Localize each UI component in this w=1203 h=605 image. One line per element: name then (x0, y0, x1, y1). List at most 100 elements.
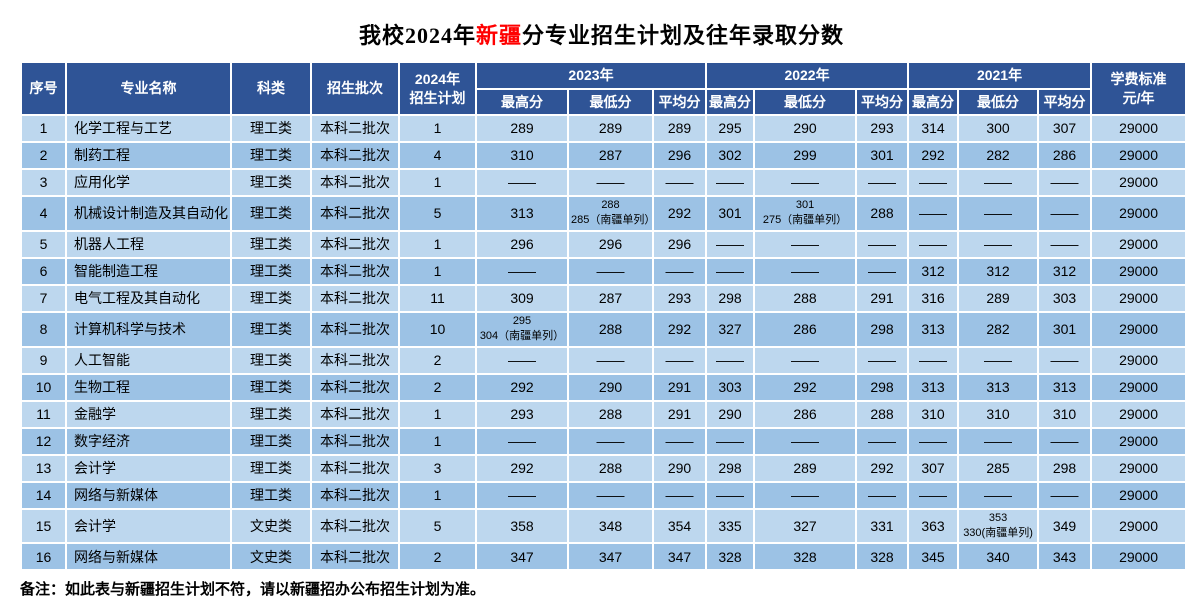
score-max-2022-cell: —— (705, 168, 756, 197)
col-header-seq: 序号 (20, 61, 67, 116)
category-cell: 文史类 (230, 507, 312, 545)
table-row: 12 数字经济 理工类 本科二批次 1 —— —— —— —— —— —— —— —— —— 29000 (20, 426, 1188, 456)
score-min-2022-cell: 290 (753, 114, 858, 143)
score-avg-2022-cell: —— (855, 426, 910, 456)
table-row: 10 生物工程 理工类 本科二批次 2 292 290 291 303 292 298 313 313 3… (20, 372, 1188, 402)
plan-2024-cell: 5 (398, 195, 477, 232)
category-cell: 理工类 (230, 229, 312, 259)
score-max-2022-cell: 335 (705, 507, 756, 545)
batch-cell: 本科二批次 (310, 507, 400, 545)
score-max-2023-cell: —— (475, 168, 569, 197)
batch-cell: 本科二批次 (310, 345, 400, 375)
score-min-2023-cell: 290 (567, 372, 654, 402)
score-max-2022-cell: —— (705, 229, 756, 259)
tuition-cell: 29000 (1090, 310, 1188, 348)
score-avg-2022-cell: 298 (855, 372, 910, 402)
table-row: 8 计算机科学与技术 理工类 本科二批次 10 295 304（南疆单列） 288 292 32… (20, 310, 1188, 348)
subheader-avg-2023: 平均分 (651, 88, 708, 116)
score-min-2022-cell: 289 (753, 453, 858, 483)
subheader-max-2022: 最高分 (705, 88, 756, 116)
title-suffix: 分专业招生计划及往年录取分数 (522, 23, 845, 48)
table-header: 序号 专业名称 科类 招生批次 2024年 招生计划 2023年 2022年 2… (20, 61, 1188, 116)
score-max-2021-cell: 292 (907, 141, 960, 170)
seq-cell: 3 (20, 168, 67, 197)
seq-cell: 9 (20, 345, 67, 375)
score-max-2021-cell: 363 (907, 507, 960, 545)
score-min-2022-cell: —— (753, 256, 858, 286)
plan-2024-cell: 3 (398, 453, 477, 483)
score-max-2023-cell: —— (475, 480, 569, 510)
plan-2024-cell: 1 (398, 114, 477, 143)
score-max-2021-cell: —— (907, 229, 960, 259)
seq-cell: 13 (20, 453, 67, 483)
score-min-2021-cell: 285 (957, 453, 1040, 483)
score-avg-2023-cell: 292 (651, 195, 708, 232)
plan-2024-cell: 2 (398, 372, 477, 402)
score-min-2022-cell: 286 (753, 399, 858, 429)
score-avg-2023-cell: 293 (651, 283, 708, 313)
col-header-batch: 招生批次 (310, 61, 400, 116)
score-avg-2021-cell: —— (1037, 426, 1093, 456)
plan-2024-cell: 1 (398, 480, 477, 510)
score-max-2023-cell: 358 (475, 507, 569, 545)
score-avg-2021-cell: 307 (1037, 114, 1093, 143)
score-max-2022-cell: 328 (705, 542, 756, 572)
score-avg-2022-cell: 288 (855, 399, 910, 429)
table-row: 16 网络与新媒体 文史类 本科二批次 2 347 347 347 328 328 328 345 34… (20, 542, 1188, 572)
plan-2024-cell: 2 (398, 542, 477, 572)
year-header-2023: 2023年 (474, 61, 708, 90)
score-min-2022-cell: —— (753, 229, 858, 259)
seq-cell: 16 (20, 542, 67, 572)
score-avg-2022-cell: —— (855, 480, 910, 510)
score-max-2021-cell: —— (907, 345, 960, 375)
batch-cell: 本科二批次 (310, 542, 400, 572)
batch-cell: 本科二批次 (310, 426, 400, 456)
major-cell: 数字经济 (65, 426, 232, 456)
score-min-2021-cell: 310 (957, 399, 1040, 429)
subheader-min-2021: 最低分 (957, 88, 1040, 116)
score-min-2022-cell: 299 (753, 141, 858, 170)
tuition-cell: 29000 (1090, 283, 1188, 313)
category-cell: 理工类 (230, 480, 312, 510)
batch-cell: 本科二批次 (310, 141, 400, 170)
header-row-subcolumns: 最高分 最低分 平均分 最高分 最低分 平均分 最高分 最低分 平均分 (21, 88, 1186, 116)
major-cell: 网络与新媒体 (65, 542, 232, 572)
batch-cell: 本科二批次 (310, 114, 400, 143)
score-avg-2023-cell: —— (651, 256, 708, 286)
seq-cell: 1 (20, 114, 67, 143)
score-min-2023-cell: 288 (567, 399, 654, 429)
score-min-2023-cell: 288 285（南疆单列） (567, 195, 654, 232)
score-avg-2022-cell: 293 (855, 114, 910, 143)
col-header-plan-2024: 2024年 招生计划 (398, 61, 477, 116)
score-max-2023-cell: 293 (475, 399, 569, 429)
table-row: 9 人工智能 理工类 本科二批次 2 —— —— —— —— —— —— —— —— —— 29000 (20, 345, 1188, 375)
batch-cell: 本科二批次 (310, 310, 400, 348)
score-max-2022-cell: —— (705, 426, 756, 456)
score-max-2022-cell: —— (705, 256, 756, 286)
batch-cell: 本科二批次 (310, 372, 400, 402)
table-body: 1 化学工程与工艺 理工类 本科二批次 1 289 289 289 295 290 293 314 30… (20, 114, 1188, 572)
score-avg-2022-cell: 301 (855, 141, 910, 170)
score-min-2021-cell: 340 (957, 542, 1040, 572)
tuition-cell: 29000 (1090, 507, 1188, 545)
score-avg-2023-cell: 292 (651, 310, 708, 348)
category-cell: 理工类 (230, 345, 312, 375)
score-max-2022-cell: 303 (705, 372, 756, 402)
tuition-cell: 29000 (1090, 229, 1188, 259)
score-avg-2022-cell: 292 (855, 453, 910, 483)
category-cell: 理工类 (230, 168, 312, 197)
score-avg-2021-cell: —— (1037, 168, 1093, 197)
score-max-2022-cell: —— (705, 480, 756, 510)
major-cell: 机械设计制造及其自动化 (65, 195, 232, 232)
category-cell: 理工类 (230, 310, 312, 348)
plan-2024-cell: 11 (398, 283, 477, 313)
table-row: 4 机械设计制造及其自动化 理工类 本科二批次 5 313 288 285（南疆单列） 292… (20, 195, 1188, 232)
seq-cell: 6 (20, 256, 67, 286)
score-min-2022-cell: 328 (753, 542, 858, 572)
batch-cell: 本科二批次 (310, 229, 400, 259)
major-cell: 人工智能 (65, 345, 232, 375)
score-avg-2021-cell: 303 (1037, 283, 1093, 313)
score-avg-2021-cell: —— (1037, 229, 1093, 259)
score-avg-2023-cell: 296 (651, 229, 708, 259)
score-avg-2022-cell: 298 (855, 310, 910, 348)
